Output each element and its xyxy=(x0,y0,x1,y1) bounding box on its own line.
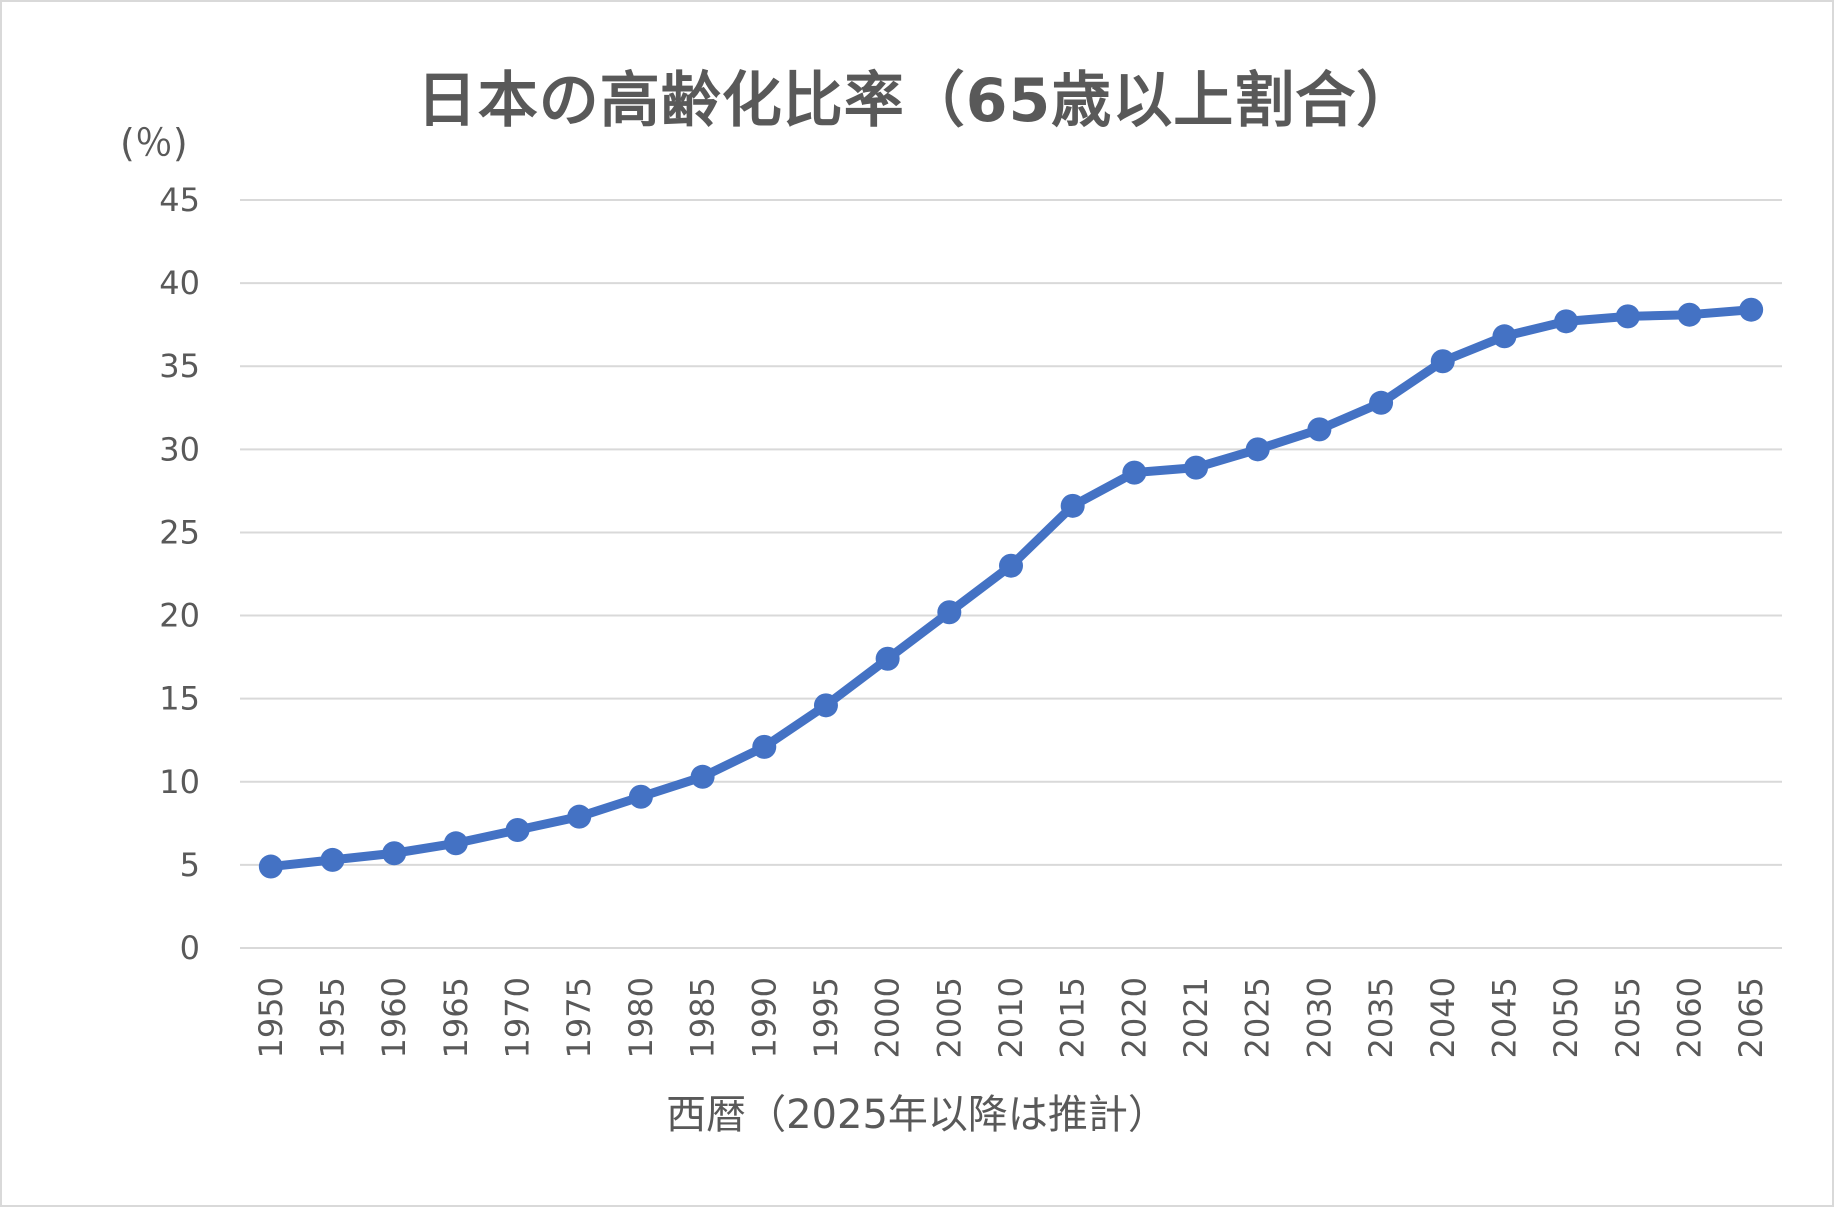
y-tick-label: 30 xyxy=(159,430,200,468)
data-point xyxy=(258,854,283,879)
data-point xyxy=(937,600,962,625)
y-axis-unit-label: (％) xyxy=(120,121,188,165)
y-tick-label: 20 xyxy=(159,597,200,635)
data-point xyxy=(1615,304,1640,329)
data-point xyxy=(1677,302,1702,327)
data-point xyxy=(1122,460,1147,485)
x-tick-label: 2000 xyxy=(869,977,907,1058)
data-point xyxy=(567,804,592,829)
y-tick-label: 5 xyxy=(180,846,200,884)
y-tick-label: 45 xyxy=(159,181,200,219)
data-point xyxy=(382,841,407,866)
data-point xyxy=(443,831,468,856)
x-tick-label: 2021 xyxy=(1177,977,1215,1058)
x-tick-label: 1980 xyxy=(622,977,660,1058)
data-point xyxy=(505,817,530,842)
data-point xyxy=(1554,309,1579,334)
chart-title: 日本の高齢化比率（65歳以上割合） xyxy=(416,66,1418,136)
data-point xyxy=(999,553,1023,578)
data-point xyxy=(1739,297,1764,322)
x-tick-label: 1965 xyxy=(437,977,475,1058)
x-tick-label: 2005 xyxy=(930,977,968,1058)
x-tick-label: 1970 xyxy=(499,977,537,1058)
x-tick-label: 2030 xyxy=(1300,977,1338,1058)
y-tick-label: 40 xyxy=(159,264,200,302)
x-tick-label: 2035 xyxy=(1362,977,1400,1058)
data-point xyxy=(1307,417,1332,442)
x-tick-label: 1985 xyxy=(684,977,722,1058)
data-point xyxy=(1430,349,1455,374)
x-tick-label: 1960 xyxy=(375,977,413,1058)
data-point xyxy=(813,693,838,718)
x-axis-title: 西暦（2025年以降は推計） xyxy=(666,1092,1168,1138)
data-point xyxy=(875,646,900,671)
x-tick-label: 2015 xyxy=(1054,977,1092,1058)
data-point xyxy=(1060,493,1085,518)
data-point xyxy=(1184,455,1209,480)
y-tick-label: 15 xyxy=(159,680,200,718)
x-tick-label: 2010 xyxy=(992,977,1030,1058)
x-tick-label: 2045 xyxy=(1485,977,1523,1058)
data-point xyxy=(1369,390,1394,415)
data-point xyxy=(752,734,777,759)
x-tick-label: 1995 xyxy=(807,977,845,1058)
y-tick-label: 10 xyxy=(159,763,200,801)
x-tick-label: 1975 xyxy=(560,977,598,1058)
data-point xyxy=(690,764,715,789)
y-tick-label: 35 xyxy=(159,347,200,385)
x-tick-label: 2050 xyxy=(1547,977,1585,1058)
x-tick-label: 1990 xyxy=(745,977,783,1058)
x-tick-label: 2055 xyxy=(1609,977,1647,1058)
x-tick-label: 2040 xyxy=(1424,977,1462,1058)
x-tick-label: 2020 xyxy=(1115,977,1153,1058)
x-tick-label: 2065 xyxy=(1732,977,1770,1058)
data-point xyxy=(1245,437,1270,462)
x-tick-label: 2025 xyxy=(1239,977,1277,1058)
x-tick-label: 2060 xyxy=(1670,977,1708,1058)
series-line xyxy=(266,305,1756,872)
y-tick-label: 25 xyxy=(159,513,200,551)
data-point xyxy=(320,847,345,872)
data-point xyxy=(1492,324,1517,349)
x-tick-label: 1955 xyxy=(314,977,352,1058)
x-tick-label: 1950 xyxy=(252,977,290,1058)
data-point xyxy=(628,784,653,809)
y-tick-label: 0 xyxy=(180,929,200,967)
